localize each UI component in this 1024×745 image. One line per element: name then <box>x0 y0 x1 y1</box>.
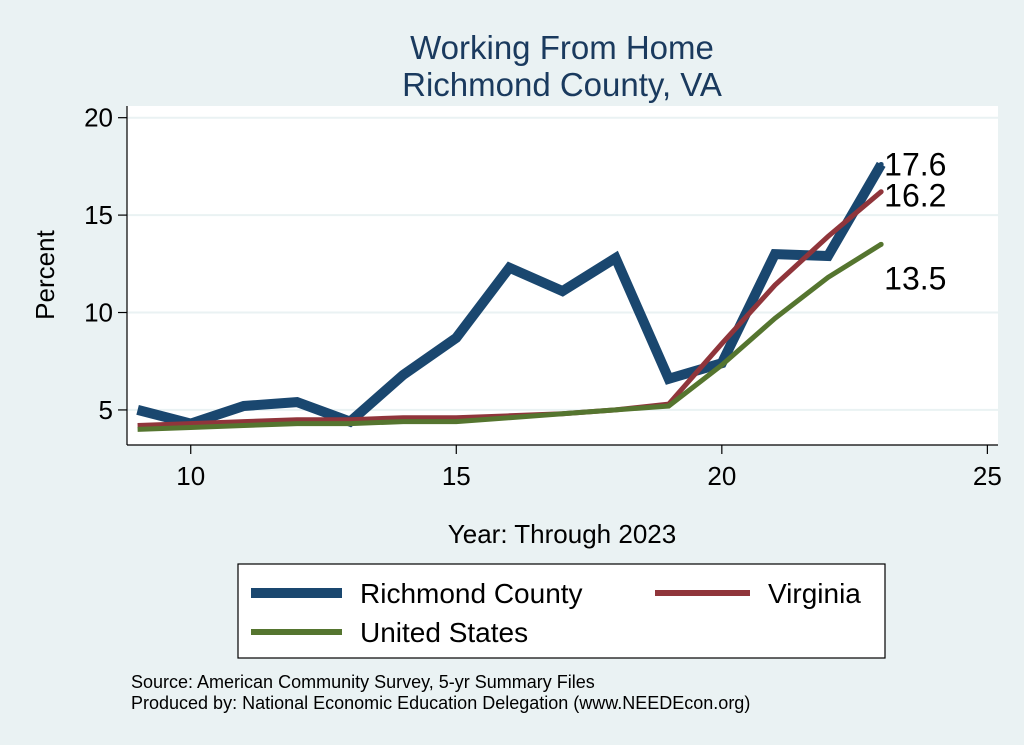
x-ticks: 10 15 20 25 <box>176 445 1002 491</box>
x-axis-label: Year: Through 2023 <box>448 519 676 549</box>
x-tick-label-20: 20 <box>707 461 736 491</box>
y-tick-label-10: 10 <box>84 298 113 328</box>
end-labels: 17.616.2 13.5 <box>884 146 946 296</box>
end-point-virginia <box>878 189 884 195</box>
source-note: Source: American Community Survey, 5-yr … <box>131 672 595 692</box>
legend-label-virginia: Virginia <box>768 578 861 609</box>
chart-title-line2: Richmond County, VA <box>402 66 722 103</box>
end-label-richmond-county: 17.6 <box>884 146 946 182</box>
legend-box <box>237 563 886 659</box>
y-tick-label-5: 5 <box>99 395 113 425</box>
x-tick-label-25: 25 <box>973 461 1002 491</box>
y-ticks: 5 10 15 20 <box>84 103 127 425</box>
producer-note: Produced by: National Economic Education… <box>131 693 750 713</box>
series-lines <box>136 161 886 432</box>
legend-label-richmond-county: Richmond County <box>360 578 583 609</box>
end-point-richmond-county <box>878 161 884 167</box>
x-tick-label-15: 15 <box>442 461 471 491</box>
plot-area <box>127 106 998 445</box>
end-label-virginia: 16.2 <box>884 178 946 214</box>
legend-label-united-states: United States <box>360 617 528 648</box>
y-axis-label: Percent <box>30 229 60 319</box>
y-tick-label-15: 15 <box>84 200 113 230</box>
legend: Richmond County Virginia United States <box>237 563 886 659</box>
chart-title-line1: Working From Home <box>410 29 714 66</box>
gridlines <box>127 116 998 411</box>
x-tick-label-10: 10 <box>176 461 205 491</box>
end-label-united-states: 13.5 <box>884 260 946 296</box>
series-line-richmond-county <box>136 161 886 429</box>
series-line-united-states <box>137 242 883 432</box>
y-tick-label-20: 20 <box>84 103 113 133</box>
end-point-united-states <box>878 241 884 247</box>
